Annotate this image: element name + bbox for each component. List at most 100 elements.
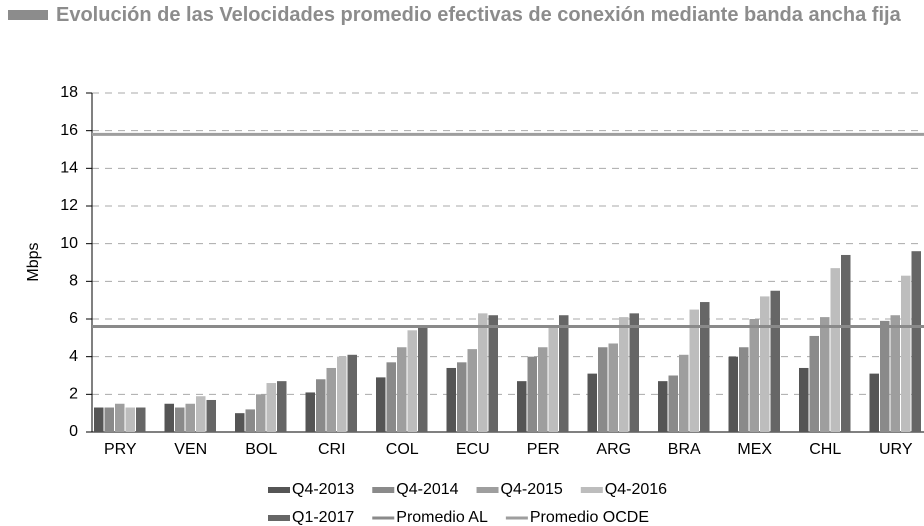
- bar: [418, 326, 428, 432]
- bar: [316, 379, 326, 432]
- bar: [94, 407, 104, 432]
- bar: [337, 356, 347, 432]
- bar: [446, 367, 456, 432]
- bar: [277, 381, 287, 432]
- bar: [911, 251, 921, 432]
- legend-swatch: [268, 515, 290, 521]
- bar: [347, 354, 357, 432]
- bar: [386, 362, 396, 432]
- bar: [164, 403, 174, 432]
- bar: [104, 407, 114, 432]
- bar: [488, 315, 498, 432]
- y-tick-label: 10: [60, 235, 78, 252]
- bar: [467, 349, 477, 432]
- legend-swatch: [476, 487, 499, 493]
- bar: [841, 254, 851, 432]
- bar: [809, 335, 819, 432]
- bar: [689, 309, 699, 432]
- legend-label: Promedio AL: [396, 509, 488, 526]
- bar: [739, 347, 749, 432]
- bar: [136, 407, 146, 432]
- bar: [830, 268, 840, 432]
- legend-label: Q4-2016: [605, 481, 667, 498]
- x-tick-label: COL: [386, 441, 419, 458]
- bar: [700, 302, 710, 432]
- legend-swatch: [580, 487, 603, 493]
- bar: [538, 347, 548, 432]
- bar: [587, 373, 597, 432]
- legend-label: Q1-2017: [292, 509, 354, 526]
- legend-label: Q4-2013: [292, 481, 354, 498]
- y-tick-label: 18: [60, 84, 78, 101]
- bar: [266, 383, 276, 432]
- y-tick-label: 8: [69, 273, 78, 290]
- y-tick-label: 16: [60, 122, 78, 139]
- bar: [799, 367, 809, 432]
- legend-label: Q4-2014: [396, 481, 458, 498]
- bar: [185, 403, 195, 432]
- x-tick-label: PRY: [104, 441, 137, 458]
- title-icon: [8, 10, 48, 20]
- x-tick-label: PER: [527, 441, 560, 458]
- bar: [869, 373, 879, 432]
- y-tick-label: 14: [60, 160, 78, 177]
- bar: [679, 354, 689, 432]
- y-tick-label: 6: [69, 310, 78, 327]
- bar: [668, 375, 678, 432]
- legend-swatch: [372, 516, 395, 520]
- x-tick-label: MEX: [737, 441, 772, 458]
- bar: [901, 275, 911, 432]
- bar: [527, 356, 537, 432]
- bar: [598, 347, 608, 432]
- bar: [760, 296, 770, 432]
- bar: [658, 381, 668, 432]
- bar: [457, 362, 467, 432]
- bar: [820, 317, 830, 432]
- y-tick-label: 12: [60, 197, 78, 214]
- bar: [305, 392, 315, 432]
- bar: [245, 409, 255, 432]
- y-axis-label: Mbps: [25, 242, 42, 281]
- y-tick-label: 0: [69, 423, 78, 440]
- bar: [749, 319, 759, 432]
- bar: [376, 377, 386, 432]
- bar: [125, 407, 135, 432]
- bar: [235, 413, 245, 432]
- legend-label: Q4-2015: [501, 481, 563, 498]
- bar: [619, 317, 629, 432]
- bar: [629, 313, 639, 432]
- bar: [728, 356, 738, 432]
- x-tick-label: BOL: [245, 441, 277, 458]
- bar: [517, 381, 527, 432]
- bar: [175, 407, 185, 432]
- bar: [196, 396, 206, 432]
- bar: [770, 290, 780, 432]
- x-tick-label: ECU: [456, 441, 490, 458]
- chart-title: Evolución de las Velocidades promedio ef…: [56, 4, 901, 26]
- x-tick-label: CHL: [809, 441, 841, 458]
- bar: [256, 394, 266, 432]
- bar: [397, 347, 407, 432]
- x-tick-label: ARG: [596, 441, 631, 458]
- bar: [407, 330, 417, 432]
- bar: [115, 403, 125, 432]
- bar: [548, 326, 558, 432]
- bar: [326, 367, 336, 432]
- bar: [890, 315, 900, 432]
- legend-swatch: [268, 487, 290, 493]
- bar: [478, 313, 488, 432]
- x-tick-label: CRI: [318, 441, 346, 458]
- bar: [608, 343, 618, 432]
- bar: [559, 315, 569, 432]
- legend-swatch: [372, 487, 395, 493]
- x-tick-label: BRA: [668, 441, 701, 458]
- bar: [206, 399, 216, 432]
- x-tick-label: VEN: [174, 441, 207, 458]
- y-tick-label: 2: [69, 386, 78, 403]
- y-tick-label: 4: [69, 348, 78, 365]
- x-tick-label: URY: [879, 441, 913, 458]
- bar: [880, 320, 890, 432]
- legend-swatch: [505, 516, 528, 520]
